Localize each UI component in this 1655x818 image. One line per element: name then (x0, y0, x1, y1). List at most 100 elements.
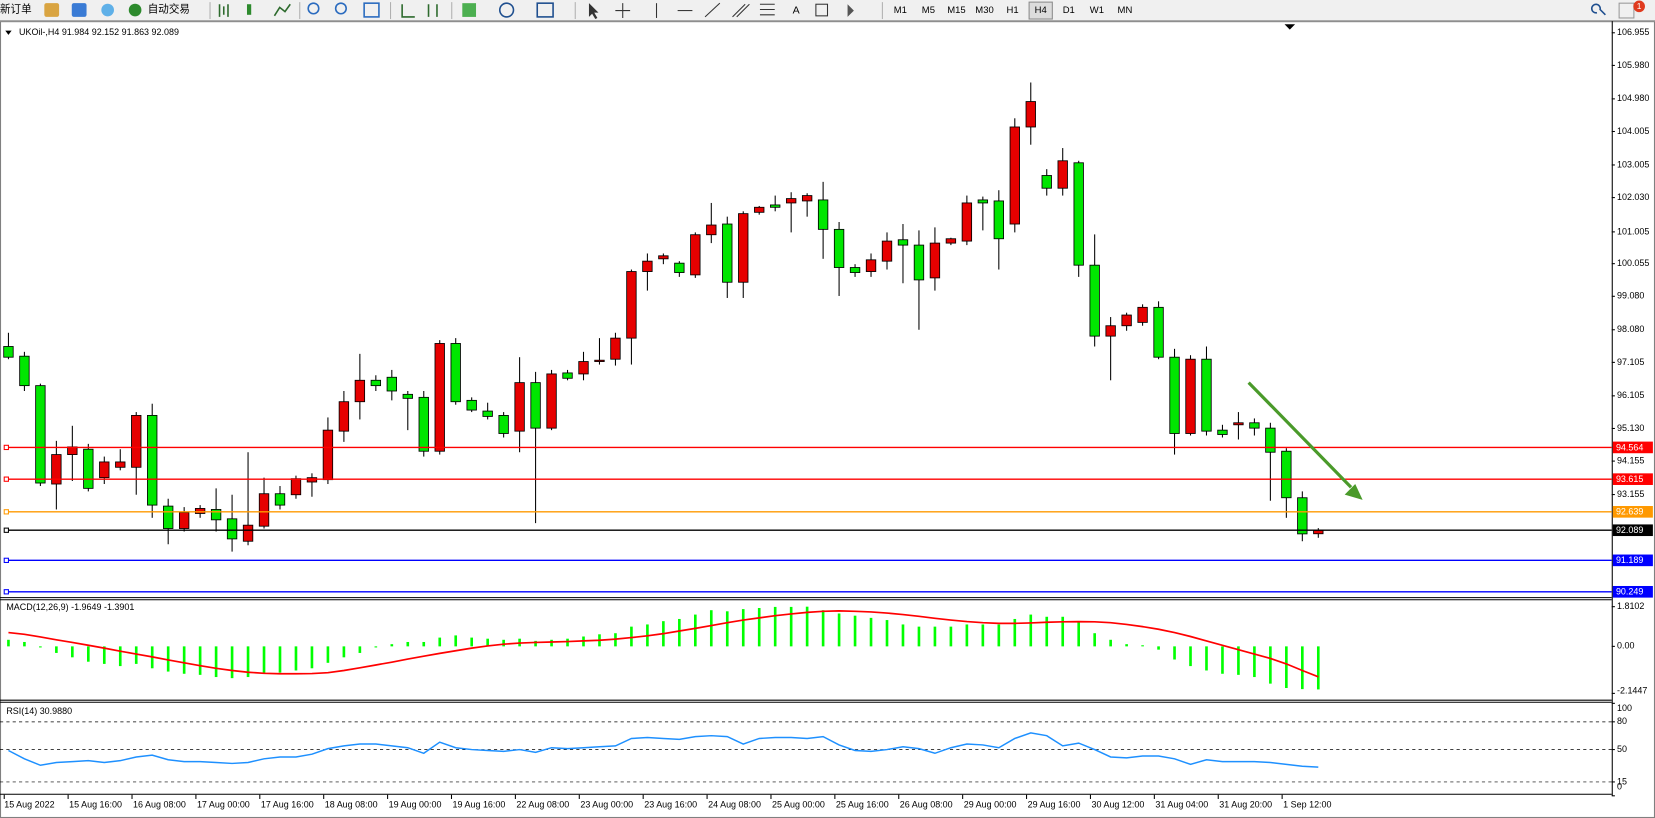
y-tick-label: 0 (1617, 782, 1622, 792)
candle-body (370, 379, 382, 387)
zoom-in-icon[interactable] (307, 2, 320, 15)
label-tool[interactable] (815, 3, 829, 17)
candle-body (386, 376, 397, 392)
candle-body (131, 414, 142, 468)
candle-body (754, 206, 765, 213)
fibonacci-tool[interactable] (759, 3, 775, 16)
candle-body (642, 260, 653, 272)
timeframe-bar: M1 M5 M15 M30 H1 H4 D1 W1 MN (894, 1, 1133, 20)
timeframe-button[interactable]: M30 (975, 5, 993, 16)
timeframe-button[interactable]: M1 (894, 5, 907, 16)
timeframe-button[interactable]: W1 (1090, 5, 1104, 16)
candle-chart-icon[interactable] (246, 4, 252, 15)
level-handle (3, 476, 9, 482)
level-price-label: 92.639 (1616, 507, 1643, 517)
search-icon[interactable] (1591, 3, 1606, 16)
line-chart-icon[interactable] (273, 3, 291, 17)
level-price-box (1612, 554, 1653, 567)
candle-body (338, 401, 350, 432)
autoscroll-icon[interactable] (401, 4, 415, 18)
candle-body (514, 382, 525, 432)
crosshair-tool[interactable] (615, 3, 631, 18)
y-tick-label: 94.155 (1617, 455, 1644, 465)
indicators-icon[interactable] (462, 3, 477, 17)
templates-icon[interactable] (536, 2, 554, 18)
candle-body (594, 359, 605, 362)
candle-body (961, 202, 973, 242)
candle-body (1217, 429, 1228, 435)
auto-trading-icon[interactable] (128, 3, 142, 17)
level-price-box (1612, 473, 1653, 485)
cursor-tool[interactable] (588, 3, 599, 20)
candle-body (498, 414, 509, 434)
x-tick-label: 25 Aug 16:00 (836, 800, 889, 810)
level-handle (3, 589, 9, 595)
level-price-box (1612, 585, 1653, 598)
timeframe-button[interactable]: M5 (922, 5, 935, 16)
candle-body (1185, 358, 1196, 434)
y-tick-label: 102.030 (1617, 192, 1649, 202)
market-watch-icon[interactable] (71, 3, 87, 17)
y-tick-label: 0.00 (1617, 641, 1634, 651)
candle-body (530, 382, 541, 429)
arrow-head (1344, 484, 1363, 500)
candle-body (1201, 358, 1212, 432)
level-price-label: 90.249 (1616, 587, 1643, 597)
candle-body (690, 234, 701, 276)
strategy-icon[interactable] (44, 3, 60, 17)
timeframe-button[interactable]: H1 (1007, 5, 1019, 16)
x-tick-label: 15 Aug 2022 (4, 800, 54, 810)
zoom-out-icon[interactable] (334, 2, 347, 15)
candle-body (99, 461, 110, 479)
candle-body (482, 410, 493, 417)
auto-trading-button[interactable]: 自动交易 (148, 2, 190, 15)
chart-frame (0, 21, 1655, 818)
candle-body (3, 346, 14, 358)
periods-icon[interactable] (498, 2, 515, 18)
candle-body (51, 454, 62, 485)
candle-body (738, 213, 749, 283)
timeframe-button[interactable]: H4 (1035, 5, 1047, 16)
y-tick-label: 101.005 (1617, 226, 1649, 236)
mailbox-icon[interactable] (1618, 2, 1635, 19)
chart-shift-icon[interactable] (427, 4, 438, 17)
level-price-box (1612, 441, 1653, 454)
y-tick-label: 1.8102 (1617, 601, 1644, 611)
level-price-box (1612, 524, 1653, 537)
candle-body (801, 195, 813, 202)
x-tick-label: 18 Aug 08:00 (325, 800, 378, 810)
candle-body (706, 224, 717, 236)
trendline-tool[interactable] (704, 2, 721, 18)
timeframe-button[interactable]: MN (1118, 5, 1133, 16)
candle-body (578, 361, 589, 375)
candle-body (1249, 422, 1260, 429)
candle-body (674, 262, 685, 273)
y-tick-label: 96.105 (1617, 390, 1644, 400)
timeframe-button[interactable]: M15 (947, 5, 965, 16)
level-price-label: 93.615 (1616, 474, 1643, 484)
timeframe-selected (1028, 1, 1053, 20)
candle-body (977, 199, 989, 204)
channel-tool[interactable] (732, 3, 750, 18)
new-order-button[interactable]: 新订单 (0, 2, 32, 15)
candle-body (1009, 126, 1020, 225)
toolbar: 新订单 自动交易 A M1 M5 M15 M30 H1 H4 D1 W1 MN (0, 0, 1655, 22)
candle-body (1073, 162, 1084, 266)
candle-body (354, 379, 366, 403)
signals-icon[interactable] (101, 3, 114, 17)
arrow-shaft (1247, 381, 1353, 489)
text-tool[interactable]: A (793, 4, 801, 16)
candle-body (194, 508, 206, 514)
bar-chart-icon[interactable] (218, 4, 229, 17)
timeframe-button[interactable]: D1 (1063, 5, 1075, 16)
level-handle (3, 509, 9, 515)
tile-windows-icon[interactable] (363, 2, 380, 18)
candle-body (226, 518, 238, 540)
candle-body (1105, 325, 1116, 337)
candle-body (1297, 497, 1308, 535)
candle-body (785, 198, 797, 204)
notification-badge[interactable] (1633, 0, 1645, 13)
candle-body (1057, 160, 1068, 189)
shapes-tool[interactable] (847, 4, 854, 17)
